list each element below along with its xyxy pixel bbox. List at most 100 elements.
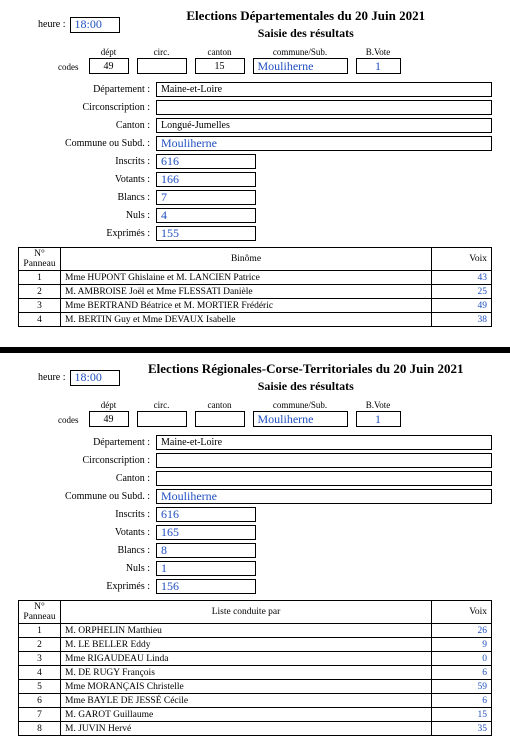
val-votants-r: 165 xyxy=(156,525,256,540)
lbl-commune-r: Commune ou Subd. : xyxy=(18,491,156,502)
table-row: 3Mme BERTRAND Béatrice et M. MORTIER Fré… xyxy=(19,299,492,313)
cell-panneau: 1 xyxy=(19,271,61,285)
cell-nom: Mme BERTRAND Béatrice et M. MORTIER Fréd… xyxy=(61,299,432,313)
table-row: 5Mme MORANÇAIS Christelle59 xyxy=(19,680,492,694)
cell-panneau: 2 xyxy=(19,285,61,299)
cell-nom: Mme MORANÇAIS Christelle xyxy=(61,680,432,694)
lbl-votants-r: Votants : xyxy=(18,527,156,538)
cell-panneau: 4 xyxy=(19,313,61,327)
cell-voix: 49 xyxy=(432,299,492,313)
val-circ-r xyxy=(156,453,492,468)
table-row: 7M. GAROT Guillaume15 xyxy=(19,708,492,722)
code-circ xyxy=(137,58,187,74)
code-bvote-r: 1 xyxy=(356,411,401,427)
hdr-canton-r: canton xyxy=(208,400,232,410)
lbl-canton: Canton : xyxy=(18,120,156,131)
code-dept: 49 xyxy=(89,58,129,74)
code-canton: 15 xyxy=(195,58,245,74)
cell-voix: 25 xyxy=(432,285,492,299)
cell-nom: M. AMBROISE Joël et Mme FLESSATI Danièle xyxy=(61,285,432,299)
cell-voix: 6 xyxy=(432,666,492,680)
hdr-dept: dépt xyxy=(101,47,117,57)
hdr-circ-r: circ. xyxy=(154,400,170,410)
codes-row: codes dépt49 circ. canton15 commune/Sub.… xyxy=(18,47,492,74)
val-exprimes-r: 156 xyxy=(156,579,256,594)
hdr-bvote-r: B.Vote xyxy=(366,400,391,410)
results-table-dept: N° Panneau Binôme Voix 1Mme HUPONT Ghisl… xyxy=(18,247,492,327)
code-commune: Mouliherne xyxy=(253,58,348,74)
lbl-circ: Circonscription : xyxy=(18,102,156,113)
val-blancs-r: 8 xyxy=(156,543,256,558)
th-panneau-r: N° Panneau xyxy=(19,601,61,624)
cell-voix: 9 xyxy=(432,638,492,652)
cell-nom: M. JUVIN Hervé xyxy=(61,722,432,736)
lbl-nuls-r: Nuls : xyxy=(18,563,156,574)
cell-voix: 35 xyxy=(432,722,492,736)
val-votants: 166 xyxy=(156,172,256,187)
cell-voix: 43 xyxy=(432,271,492,285)
cell-panneau: 3 xyxy=(19,652,61,666)
lbl-commune: Commune ou Subd. : xyxy=(18,138,156,149)
table-row: 8M. JUVIN Hervé35 xyxy=(19,722,492,736)
table-row: 4M. DE RUGY François6 xyxy=(19,666,492,680)
cell-voix: 0 xyxy=(432,652,492,666)
lbl-blancs: Blancs : xyxy=(18,192,156,203)
val-commune-r: Mouliherne xyxy=(156,489,492,504)
hdr-canton: canton xyxy=(208,47,232,57)
val-commune: Mouliherne xyxy=(156,136,492,151)
table-row: 4M. BERTIN Guy et Mme DEVAUX Isabelle38 xyxy=(19,313,492,327)
codes-label: codes xyxy=(58,62,79,72)
val-exprimes: 155 xyxy=(156,226,256,241)
hdr-dept-r: dépt xyxy=(101,400,117,410)
page-title-reg: Elections Régionales-Corse-Territoriales… xyxy=(120,361,493,377)
heure-label: heure : xyxy=(38,19,66,30)
val-blancs: 7 xyxy=(156,190,256,205)
lbl-exprimes-r: Exprimés : xyxy=(18,581,156,592)
heure-label-r: heure : xyxy=(38,372,66,383)
page-subtitle-reg: Saisie des résultats xyxy=(120,379,493,394)
code-canton-r xyxy=(195,411,245,427)
val-canton-r xyxy=(156,471,492,486)
lbl-inscrits-r: Inscrits : xyxy=(18,509,156,520)
cell-nom: M. BERTIN Guy et Mme DEVAUX Isabelle xyxy=(61,313,432,327)
page-title-dept: Elections Départementales du 20 Juin 202… xyxy=(120,8,493,24)
cell-nom: Mme HUPONT Ghislaine et M. LANCIEN Patri… xyxy=(61,271,432,285)
cell-voix: 59 xyxy=(432,680,492,694)
hdr-commune: commune/Sub. xyxy=(273,47,327,57)
cell-nom: M. GAROT Guillaume xyxy=(61,708,432,722)
hdr-circ: circ. xyxy=(154,47,170,57)
val-inscrits: 616 xyxy=(156,154,256,169)
th-voix-r: Voix xyxy=(432,601,492,624)
codes-label-r: codes xyxy=(58,415,79,425)
lbl-votants: Votants : xyxy=(18,174,156,185)
lbl-nuls: Nuls : xyxy=(18,210,156,221)
form-fields-r: Département :Maine-et-Loire Circonscript… xyxy=(18,435,492,594)
heure-value-r: 18:00 xyxy=(70,370,120,386)
table-row: 2M. AMBROISE Joël et Mme FLESSATI Danièl… xyxy=(19,285,492,299)
table-row: 6Mme BAYLE DE JESSÉ Cécile6 xyxy=(19,694,492,708)
cell-voix: 38 xyxy=(432,313,492,327)
cell-panneau: 8 xyxy=(19,722,61,736)
table-row: 2M. LE BELLER Eddy9 xyxy=(19,638,492,652)
cell-panneau: 7 xyxy=(19,708,61,722)
val-departement-r: Maine-et-Loire xyxy=(156,435,492,450)
table-row: 3Mme RIGAUDEAU Linda0 xyxy=(19,652,492,666)
lbl-exprimes: Exprimés : xyxy=(18,228,156,239)
code-circ-r xyxy=(137,411,187,427)
code-commune-r: Mouliherne xyxy=(253,411,348,427)
val-circ xyxy=(156,100,492,115)
val-nuls: 4 xyxy=(156,208,256,223)
val-inscrits-r: 616 xyxy=(156,507,256,522)
lbl-blancs-r: Blancs : xyxy=(18,545,156,556)
lbl-departement-r: Département : xyxy=(18,437,156,448)
lbl-circ-r: Circonscription : xyxy=(18,455,156,466)
heure-value: 18:00 xyxy=(70,17,120,33)
lbl-departement: Département : xyxy=(18,84,156,95)
code-bvote: 1 xyxy=(356,58,401,74)
th-panneau: N° Panneau xyxy=(19,248,61,271)
lbl-inscrits: Inscrits : xyxy=(18,156,156,167)
hdr-commune-r: commune/Sub. xyxy=(273,400,327,410)
cell-nom: Mme BAYLE DE JESSÉ Cécile xyxy=(61,694,432,708)
table-row: 1Mme HUPONT Ghislaine et M. LANCIEN Patr… xyxy=(19,271,492,285)
cell-panneau: 2 xyxy=(19,638,61,652)
